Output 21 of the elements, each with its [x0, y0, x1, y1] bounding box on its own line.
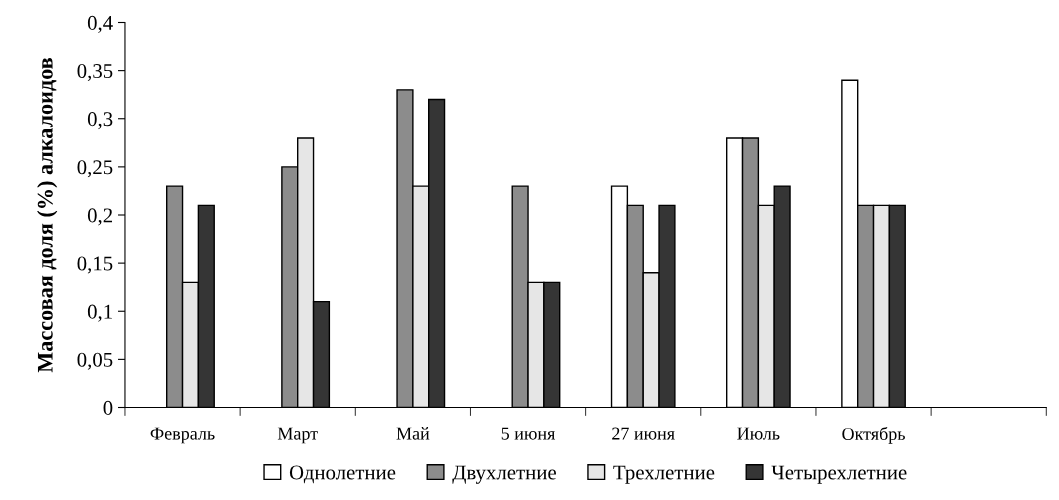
y-tick-label: 0,3: [87, 112, 113, 130]
y-tick-label: 0,4: [87, 15, 113, 33]
legend-label: Двухлетние: [452, 465, 556, 484]
y-tick-label: 0,35: [77, 64, 113, 82]
y-tick-label: 0,2: [87, 208, 113, 226]
x-tick-label: Февраль: [150, 427, 215, 444]
legend-label: Четырехлетние: [771, 465, 907, 484]
y-tick-label: 0: [103, 400, 113, 415]
y-tick-label: 0,25: [77, 160, 113, 178]
x-tick-label: Март: [277, 427, 318, 444]
y-axis-title: Массовая доля (%) алкалоидов: [37, 57, 58, 373]
x-tick-label: Июль: [737, 427, 780, 440]
x-tick-label: Октябрь: [842, 426, 905, 444]
y-tick-label: 0,1: [87, 304, 112, 322]
x-tick-label: 5 июня: [501, 427, 556, 440]
legend-label: Однолетние: [289, 465, 396, 484]
y-tick-label: 0,05: [77, 352, 113, 370]
x-tick-label: Май: [396, 427, 430, 440]
x-tick-label: 27 июня: [612, 427, 675, 440]
legend-label: Трехлетние: [613, 465, 715, 484]
y-tick-label: 0,15: [77, 256, 113, 274]
